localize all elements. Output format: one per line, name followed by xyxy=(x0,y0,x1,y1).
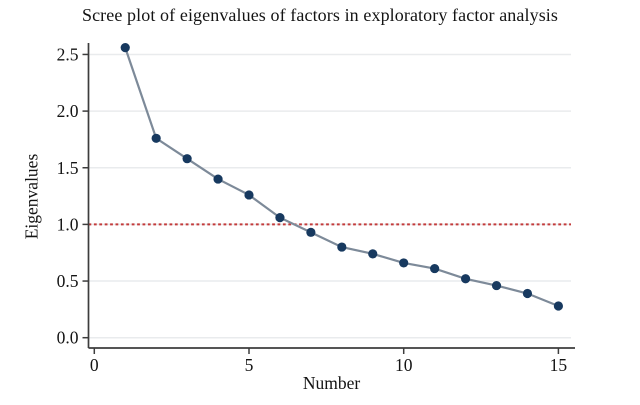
data-point xyxy=(460,274,471,284)
y-tick-label: 1.5 xyxy=(57,158,79,178)
data-point xyxy=(306,227,316,237)
x-tick-label: 0 xyxy=(90,355,99,375)
x-tick-label: 15 xyxy=(550,355,568,375)
data-point xyxy=(275,213,285,223)
data-point xyxy=(491,280,502,291)
series-line xyxy=(124,47,559,307)
data-point xyxy=(120,43,130,53)
y-tick-label: 2.0 xyxy=(57,101,79,121)
data-point xyxy=(182,154,192,164)
x-tick-label: 10 xyxy=(395,355,413,375)
data-point xyxy=(337,242,347,252)
chart-title: Scree plot of eigenvalues of factors in … xyxy=(81,5,559,25)
x-tick-label: 5 xyxy=(245,355,254,375)
data-point xyxy=(430,263,440,274)
y-tick-label: 2.5 xyxy=(57,44,79,64)
y-tick-label: 0.0 xyxy=(57,328,79,348)
data-point xyxy=(553,301,564,311)
data-point xyxy=(151,133,161,143)
y-tick-label: 0.5 xyxy=(57,271,79,291)
data-point xyxy=(399,258,409,268)
y-tick-label: 1.0 xyxy=(57,214,79,234)
data-point xyxy=(244,190,254,200)
x-axis-title: Number xyxy=(302,373,361,393)
data-point xyxy=(213,174,223,184)
data-point xyxy=(522,288,533,299)
y-axis-title: Eigenvalues xyxy=(21,153,42,240)
data-point xyxy=(368,249,378,259)
